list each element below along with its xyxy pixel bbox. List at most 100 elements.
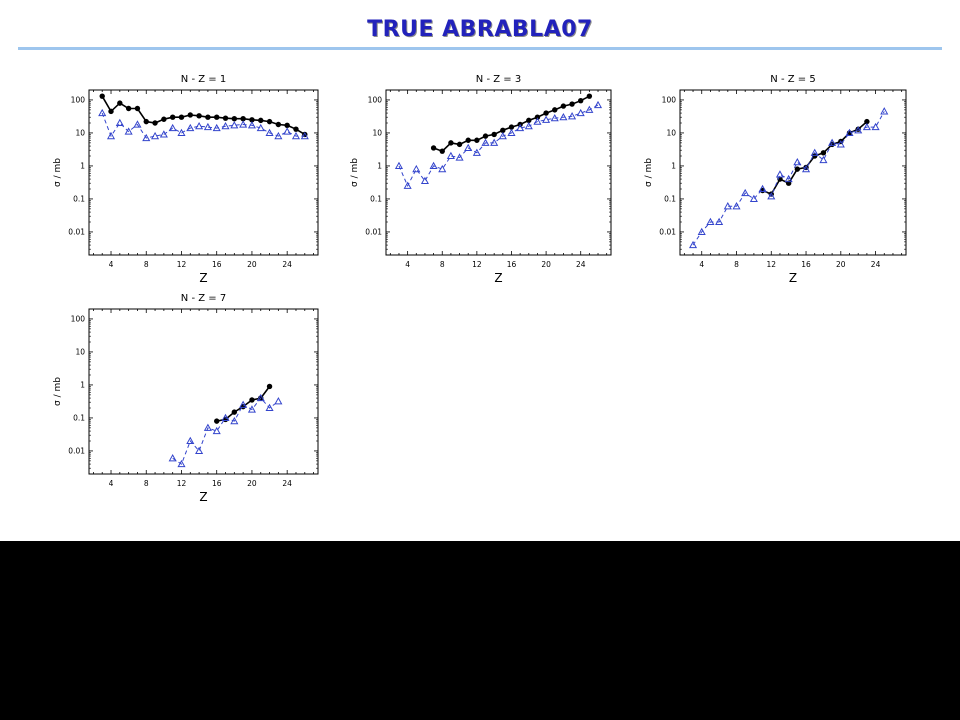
chart-panel: N - Z = 5 4 8 12 16 20 24 0.01 0.1 1 10 100 Zσ / mb [644, 74, 907, 285]
y-tick-label: 1 [80, 161, 85, 170]
data-point-circle [569, 101, 575, 107]
data-point-triangle [283, 127, 292, 135]
x-tick-label: 20 [247, 260, 257, 269]
data-point-triangle [593, 100, 603, 109]
chart-panel: N - Z = 3 4 8 12 16 20 24 0.01 0.1 1 10 100 Zσ / mb [350, 74, 612, 285]
data-point-triangle [221, 121, 230, 130]
data-point-triangle [265, 128, 274, 136]
y-tick-label: 1 [377, 161, 382, 170]
data-point-triangle [412, 164, 421, 173]
data-point-circle [266, 383, 273, 390]
data-point-triangle [177, 459, 186, 468]
y-tick-label: 10 [666, 128, 676, 137]
data-point-triangle [836, 140, 845, 148]
data-point-circle [231, 409, 238, 415]
y-tick-label: 10 [372, 128, 382, 137]
x-tick-label: 4 [109, 479, 114, 488]
data-point-circle [474, 137, 480, 143]
series-line-dashed [692, 111, 885, 246]
y-tick-label: 1 [671, 161, 676, 170]
y-tick-label: 0.1 [664, 194, 676, 203]
data-point-triangle [98, 108, 107, 117]
data-point-triangle [775, 170, 785, 178]
x-tick-label: 16 [801, 260, 811, 269]
data-point-triangle [801, 164, 811, 173]
data-point-circle [178, 114, 185, 120]
y-tick-label: 10 [75, 128, 85, 137]
data-point-circle [187, 112, 193, 118]
data-point-triangle [274, 131, 283, 140]
data-point-circle [214, 114, 220, 120]
y-tick-label: 10 [75, 347, 85, 356]
data-point-triangle [195, 121, 204, 130]
data-point-triangle [247, 121, 256, 129]
data-point-circle [552, 107, 558, 113]
slide-title: TRUE ABRABLA07 [367, 17, 593, 42]
y-tick-label: 100 [368, 95, 383, 104]
data-point-circle [161, 116, 167, 122]
data-point-triangle [106, 131, 116, 140]
data-point-circle [134, 105, 141, 112]
data-point-triangle [490, 138, 499, 146]
data-point-triangle [221, 413, 230, 421]
x-tick-label: 8 [144, 260, 149, 269]
data-point-triangle [810, 148, 819, 156]
data-point-circle [491, 131, 497, 138]
data-point-triangle [274, 397, 283, 405]
plot-frame [88, 308, 319, 475]
x-tick-label: 8 [440, 260, 445, 269]
data-point-triangle [291, 131, 301, 140]
data-point-circle [508, 124, 515, 130]
data-point-circle [214, 418, 220, 424]
data-point-circle [231, 115, 238, 122]
data-point-triangle [438, 164, 447, 173]
x-tick-label: 16 [507, 260, 517, 269]
x-tick-label: 16 [212, 260, 222, 269]
data-point-triangle [507, 128, 516, 136]
y-tick-label: 0.1 [370, 194, 382, 203]
y-tick-label: 0.01 [365, 227, 382, 236]
data-point-circle [117, 100, 123, 106]
data-point-circle [534, 114, 541, 120]
y-tick-label: 0.01 [68, 227, 85, 236]
data-point-triangle [871, 122, 880, 131]
data-point-triangle [854, 126, 863, 134]
y-axis-label: σ / mb [53, 158, 63, 187]
data-point-circle [125, 105, 132, 112]
series-line-dashed [172, 397, 279, 465]
x-tick-label: 20 [541, 260, 551, 269]
data-point-triangle [429, 161, 438, 169]
data-point-triangle [819, 155, 828, 164]
data-point-circle [205, 114, 211, 120]
data-point-circle [108, 108, 114, 115]
data-point-triangle [239, 120, 248, 128]
x-tick-label: 24 [871, 260, 881, 269]
data-point-circle [448, 140, 454, 146]
data-point-triangle [186, 123, 195, 132]
data-point-triangle [498, 131, 507, 140]
y-tick-label: 1 [80, 380, 85, 389]
title-divider [18, 47, 942, 50]
x-tick-label: 12 [766, 260, 776, 269]
chart-title: N - Z = 3 [476, 74, 521, 85]
data-point-triangle [455, 153, 464, 161]
x-tick-label: 4 [699, 260, 704, 269]
data-point-triangle [749, 194, 758, 202]
data-point-triangle [533, 117, 542, 125]
data-point-triangle [300, 131, 309, 140]
data-point-circle [152, 120, 158, 126]
x-tick-label: 4 [109, 260, 114, 269]
data-point-triangle [195, 446, 204, 454]
data-point-circle [275, 121, 282, 128]
chart-panel: N - Z = 1 4 8 12 16 20 24 0.01 0.1 1 10 100 Zσ / mb [53, 74, 319, 285]
y-tick-label: 0.1 [73, 194, 85, 203]
data-point-triangle [559, 112, 568, 121]
y-tick-label: 0.1 [73, 413, 85, 422]
data-point-circle [864, 118, 870, 125]
data-point-triangle [394, 161, 404, 169]
data-point-circle [249, 397, 255, 403]
x-tick-label: 24 [282, 260, 292, 269]
data-point-triangle [203, 122, 212, 131]
data-point-circle [240, 115, 246, 122]
